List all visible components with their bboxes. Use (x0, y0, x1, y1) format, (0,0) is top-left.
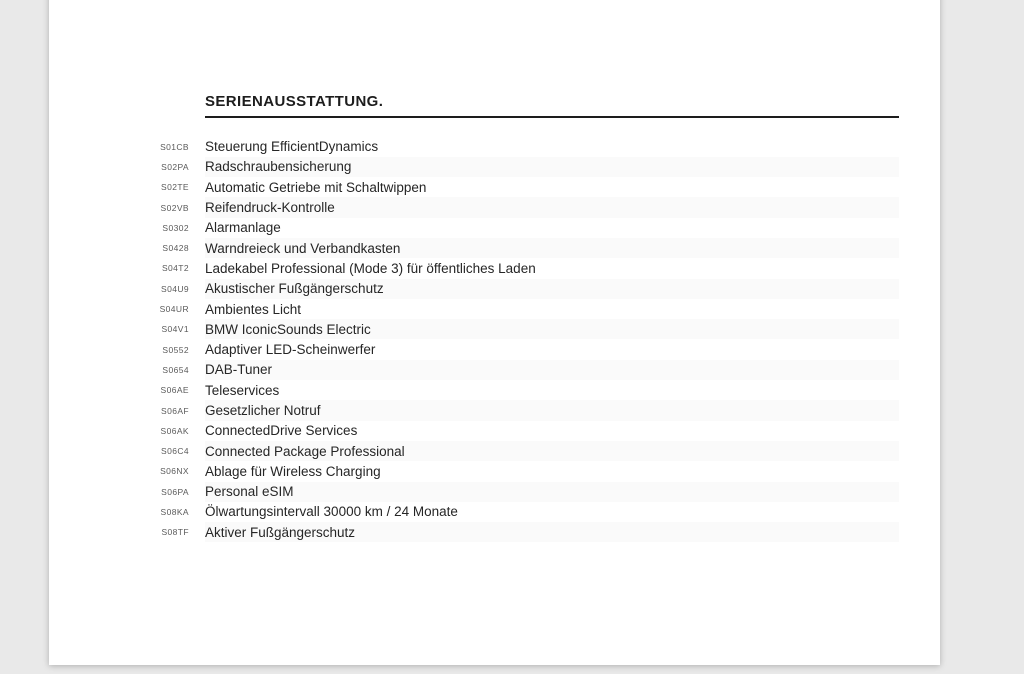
option-label-cell: Ambientes Licht (205, 299, 899, 319)
option-label: Ablage für Wireless Charging (205, 463, 381, 479)
table-row: S04UR Ambientes Licht (149, 299, 899, 319)
table-row: S02PA Radschraubensicherung (149, 156, 899, 178)
option-label-cell: DAB-Tuner (205, 359, 899, 381)
table-row: S01CB Steuerung EfficientDynamics (149, 137, 899, 157)
option-label: Ölwartungsintervall 30000 km / 24 Monate (205, 504, 458, 520)
option-label: DAB-Tuner (205, 362, 273, 378)
option-label: ConnectedDrive Services (205, 423, 358, 439)
title-rule (205, 116, 899, 118)
option-label: BMW IconicSounds Electric (205, 321, 371, 337)
option-label: Ambientes Licht (205, 301, 302, 317)
option-label: Reifendruck-Kontrolle (205, 200, 335, 216)
option-code: S02VB (160, 202, 189, 213)
document-page: SERIENAUSSTATTUNG. S01CB Steuerung Effic… (49, 0, 940, 665)
table-row: S0552 Adaptiver LED-Scheinwerfer (149, 339, 899, 359)
table-row: S06NX Ablage für Wireless Charging (149, 461, 899, 481)
option-label-cell: Warndreieck und Verbandkasten (205, 237, 899, 259)
table-row: S06AK ConnectedDrive Services (149, 421, 899, 441)
table-row: S0654 DAB-Tuner (149, 359, 899, 381)
table-row: S06AE Teleservices (149, 380, 899, 400)
table-row: S02TE Automatic Getriebe mit Schaltwippe… (149, 177, 899, 197)
option-label-cell: BMW IconicSounds Electric (205, 319, 899, 340)
option-code: S04UR (159, 304, 189, 315)
option-label: Gesetzlicher Notruf (205, 403, 321, 418)
option-code: S0552 (162, 344, 189, 355)
option-code: S08KA (160, 506, 189, 517)
option-code: S0302 (162, 222, 189, 233)
option-label: Radschraubensicherung (205, 159, 352, 175)
option-label-cell: Ölwartungsintervall 30000 km / 24 Monate (205, 502, 899, 522)
option-label: Adaptiver LED-Scheinwerfer (205, 342, 376, 358)
option-code: S06PA (161, 486, 189, 497)
table-row: S04U9 Akustischer Fußgängerschutz (149, 278, 899, 299)
option-code: S02TE (161, 182, 189, 193)
option-code: S06AE (160, 385, 189, 396)
option-code: S01CB (160, 141, 189, 152)
option-label: Connected Package Professional (205, 443, 405, 459)
option-label: Akustischer Fußgängerschutz (205, 281, 384, 297)
option-label: Warndreieck und Verbandkasten (205, 240, 401, 256)
table-row: S08TF Aktiver Fußgängerschutz (149, 522, 899, 543)
option-code: S0654 (162, 364, 189, 375)
option-label-cell: Reifendruck-Kontrolle (205, 197, 899, 218)
option-label-cell: Automatic Getriebe mit Schaltwippen (205, 177, 899, 197)
option-label-cell: Adaptiver LED-Scheinwerfer (205, 339, 899, 359)
option-label-cell: Radschraubensicherung (205, 156, 899, 178)
table-row: S04T2 Ladekabel Professional (Mode 3) fü… (149, 258, 899, 278)
option-label: Personal eSIM (205, 484, 294, 500)
table-row: S08KA Ölwartungsintervall 30000 km / 24 … (149, 502, 899, 522)
option-code: S0428 (162, 243, 189, 254)
option-label: Alarmanlage (205, 220, 281, 236)
option-code: S06AK (160, 425, 189, 436)
option-label-cell: Ladekabel Professional (Mode 3) für öffe… (205, 258, 899, 278)
option-label-cell: Akustischer Fußgängerschutz (205, 278, 899, 299)
table-row: S02VB Reifendruck-Kontrolle (149, 197, 899, 218)
option-label-cell: Personal eSIM (205, 481, 899, 502)
equipment-list: S01CB Steuerung EfficientDynamics S02PA … (149, 137, 899, 543)
option-label-cell: Gesetzlicher Notruf (205, 400, 899, 421)
option-code: S08TF (161, 527, 189, 538)
table-row: S04V1 BMW IconicSounds Electric (149, 319, 899, 340)
option-label-cell: Steuerung EfficientDynamics (205, 137, 899, 157)
option-label-cell: Teleservices (205, 380, 899, 400)
option-code: S04T2 (161, 263, 189, 274)
option-label: Teleservices (205, 382, 280, 398)
table-row: S0428 Warndreieck und Verbandkasten (149, 237, 899, 259)
section-title: SERIENAUSSTATTUNG. (205, 93, 384, 110)
option-label: Steuerung EfficientDynamics (205, 139, 379, 155)
option-code: S06AF (161, 405, 189, 416)
option-label: Ladekabel Professional (Mode 3) für öffe… (205, 260, 536, 276)
option-label: Aktiver Fußgängerschutz (205, 524, 356, 540)
option-label-cell: Connected Package Professional (205, 440, 899, 462)
option-label-cell: Ablage für Wireless Charging (205, 461, 899, 481)
option-code: S06C4 (161, 446, 189, 457)
option-code: S06NX (160, 466, 189, 477)
option-code: S04V1 (161, 324, 189, 335)
table-row: S06AF Gesetzlicher Notruf (149, 400, 899, 421)
table-row: S06PA Personal eSIM (149, 481, 899, 502)
table-row: S06C4 Connected Package Professional (149, 440, 899, 462)
option-label-cell: ConnectedDrive Services (205, 421, 899, 441)
option-label-cell: Aktiver Fußgängerschutz (205, 522, 899, 543)
option-code: S04U9 (161, 283, 189, 294)
option-label: Automatic Getriebe mit Schaltwippen (205, 179, 427, 195)
option-label-cell: Alarmanlage (205, 218, 899, 238)
option-code: S02PA (161, 161, 189, 172)
table-row: S0302 Alarmanlage (149, 218, 899, 238)
